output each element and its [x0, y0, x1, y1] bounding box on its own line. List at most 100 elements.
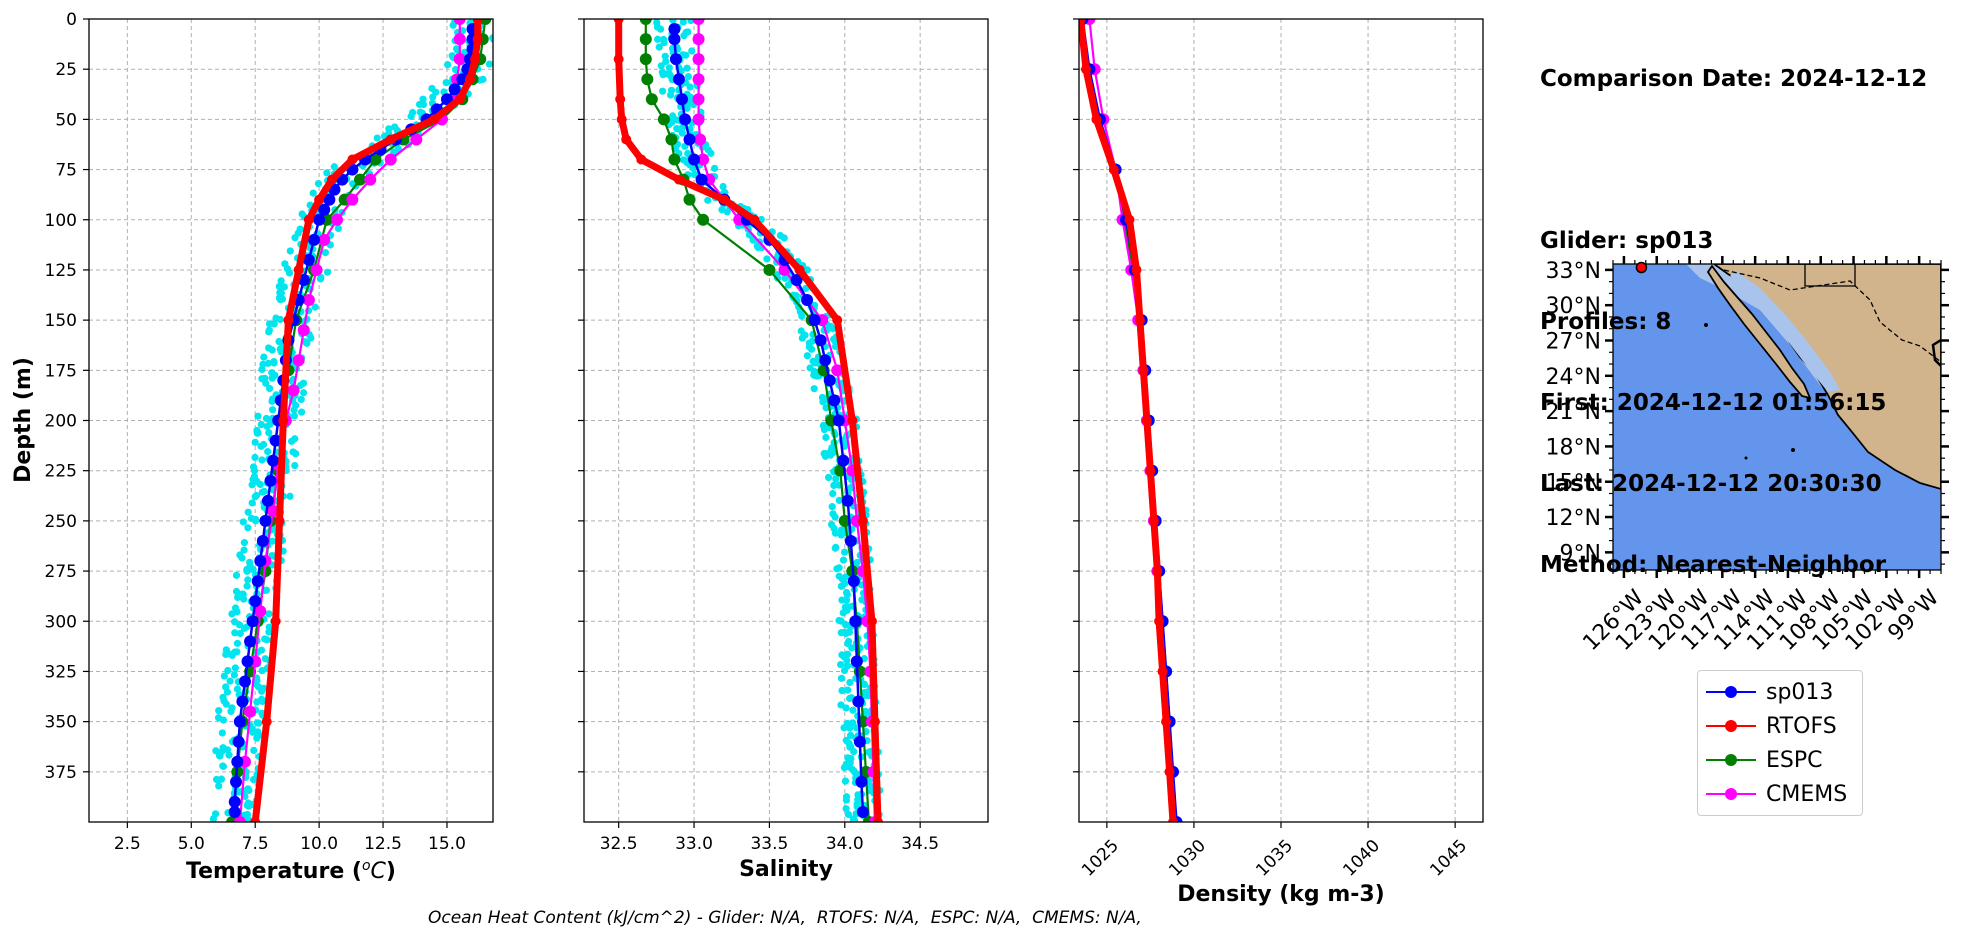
- glider-position-marker: [1635, 261, 1648, 274]
- series-point-rtofs: [1080, 64, 1091, 75]
- glider-raw-point: [224, 666, 232, 675]
- y-tick-label: 125: [45, 261, 77, 281]
- glider-raw-point: [280, 283, 288, 291]
- glider-raw-point: [250, 746, 258, 755]
- series-point-sp013: [251, 575, 264, 588]
- series-point-rtofs: [719, 194, 730, 205]
- series-point-sp013: [241, 655, 254, 668]
- temperature-series: [226, 19, 492, 822]
- info-block: Comparison Date: 2024-12-12 Glider: sp01…: [1540, 12, 1927, 606]
- glider-raw-point: [419, 95, 427, 103]
- glider-raw-point: [656, 25, 665, 33]
- glider-raw-point: [223, 688, 232, 696]
- glider-raw-point: [277, 277, 285, 285]
- glider-raw-point: [655, 43, 663, 51]
- y-tick-label: 225: [45, 462, 77, 482]
- series-point-rtofs: [1152, 566, 1163, 577]
- series-point-sp013: [695, 173, 708, 186]
- glider-raw-point: [265, 328, 273, 336]
- glider-raw-point: [268, 397, 276, 405]
- series-point-sp013: [313, 213, 326, 226]
- series-point-rtofs: [1157, 666, 1168, 677]
- map-lat-label: 21°N: [1546, 400, 1601, 425]
- map-lat-label: 15°N: [1546, 471, 1601, 496]
- glider-raw-point: [277, 348, 285, 356]
- glider-raw-point: [290, 406, 298, 414]
- series-point-rtofs: [1161, 716, 1172, 727]
- legend-item-cmems: CMEMS: [1706, 779, 1847, 809]
- glider-raw-point: [763, 255, 771, 263]
- series-point-cmems: [453, 19, 466, 25]
- series-point-rtofs: [615, 94, 626, 105]
- temperature-panel: 2.5 5.0 7.5 10.0 12.5 15.0 0 25 50 75 100 125 150 175…: [11, 10, 494, 884]
- series-point-rtofs: [1108, 164, 1119, 175]
- series-point-sp013: [302, 253, 315, 266]
- y-tick-label: 75: [55, 161, 77, 181]
- glider-raw-point: [261, 635, 269, 643]
- glider-raw-point: [265, 384, 274, 393]
- series-point-espc: [639, 53, 652, 66]
- glider-raw-point: [249, 776, 258, 784]
- density-ticks: 1025 1030 1035 1040 1045: [1073, 18, 1471, 881]
- map-border: [1723, 269, 1941, 363]
- glider-raw-point: [784, 281, 792, 289]
- series-point-sp013: [244, 635, 257, 648]
- series-point-cmems: [331, 213, 344, 226]
- x-tick-label: 33.5: [750, 834, 788, 854]
- map-island: [1704, 323, 1708, 327]
- map-lat-label: 33°N: [1546, 259, 1601, 284]
- glider-raw-point: [309, 189, 317, 197]
- glider-raw-point: [264, 359, 272, 367]
- salinity-ticks: 32.5 33.0 33.5 34.0 34.5: [578, 18, 939, 854]
- legend-swatch: [1706, 784, 1756, 804]
- series-point-cmems: [267, 504, 280, 517]
- series-point-rtofs: [326, 174, 337, 185]
- series-point-rtofs: [1091, 114, 1102, 125]
- glider-raw-point: [226, 677, 234, 685]
- series-point-sp013: [790, 273, 803, 286]
- glider-raw-point: [831, 529, 840, 537]
- glider-raw-point: [840, 548, 849, 556]
- x-tick-label: 34.5: [901, 834, 939, 854]
- series-point-rtofs: [1138, 365, 1149, 376]
- legend-label: sp013: [1766, 679, 1834, 705]
- series-point-rtofs: [464, 74, 475, 85]
- series-point-rtofs: [794, 264, 805, 275]
- glider-raw-point: [243, 565, 251, 574]
- series-point-rtofs: [472, 19, 483, 24]
- y-tick-label: 50: [55, 110, 77, 130]
- glider-raw-point: [819, 398, 827, 406]
- series-point-rtofs: [832, 315, 843, 326]
- density-series: [1079, 19, 1183, 822]
- glider-raw-point: [258, 667, 266, 675]
- glider-raw-point: [268, 374, 276, 382]
- glider-raw-point: [831, 513, 839, 521]
- glider-raw-point: [840, 666, 849, 675]
- glider-raw-point: [330, 163, 338, 171]
- glider-raw-point: [317, 273, 325, 282]
- glider-raw-point: [843, 591, 851, 599]
- series-point-espc: [697, 213, 710, 226]
- x-tick-label: 15.0: [428, 834, 466, 854]
- legend-item-sp013: sp013: [1706, 677, 1833, 707]
- series-point-espc: [354, 173, 367, 186]
- glider-raw-point: [222, 650, 230, 659]
- series-point-cmems: [318, 233, 331, 246]
- series-point-sp013: [246, 615, 259, 628]
- series-point-rtofs: [621, 134, 632, 145]
- method: Method: Nearest-Neighbor: [1540, 552, 1887, 578]
- glider-raw-point: [840, 724, 848, 732]
- glider-raw-point: [837, 674, 846, 682]
- series-point-espc: [665, 133, 678, 146]
- series-point-sp013: [837, 454, 850, 467]
- series-point-sp013: [232, 735, 245, 748]
- glider-raw-point: [479, 75, 487, 83]
- glider-raw-point: [654, 35, 662, 43]
- series-point-sp013: [819, 354, 832, 367]
- series-point-cmems: [694, 133, 707, 146]
- glider-raw-point: [842, 796, 851, 804]
- map-island: [1744, 456, 1748, 460]
- x-tick-label: 1040: [1339, 836, 1384, 881]
- glider-raw-point: [839, 556, 848, 564]
- glider-raw-point: [240, 539, 249, 547]
